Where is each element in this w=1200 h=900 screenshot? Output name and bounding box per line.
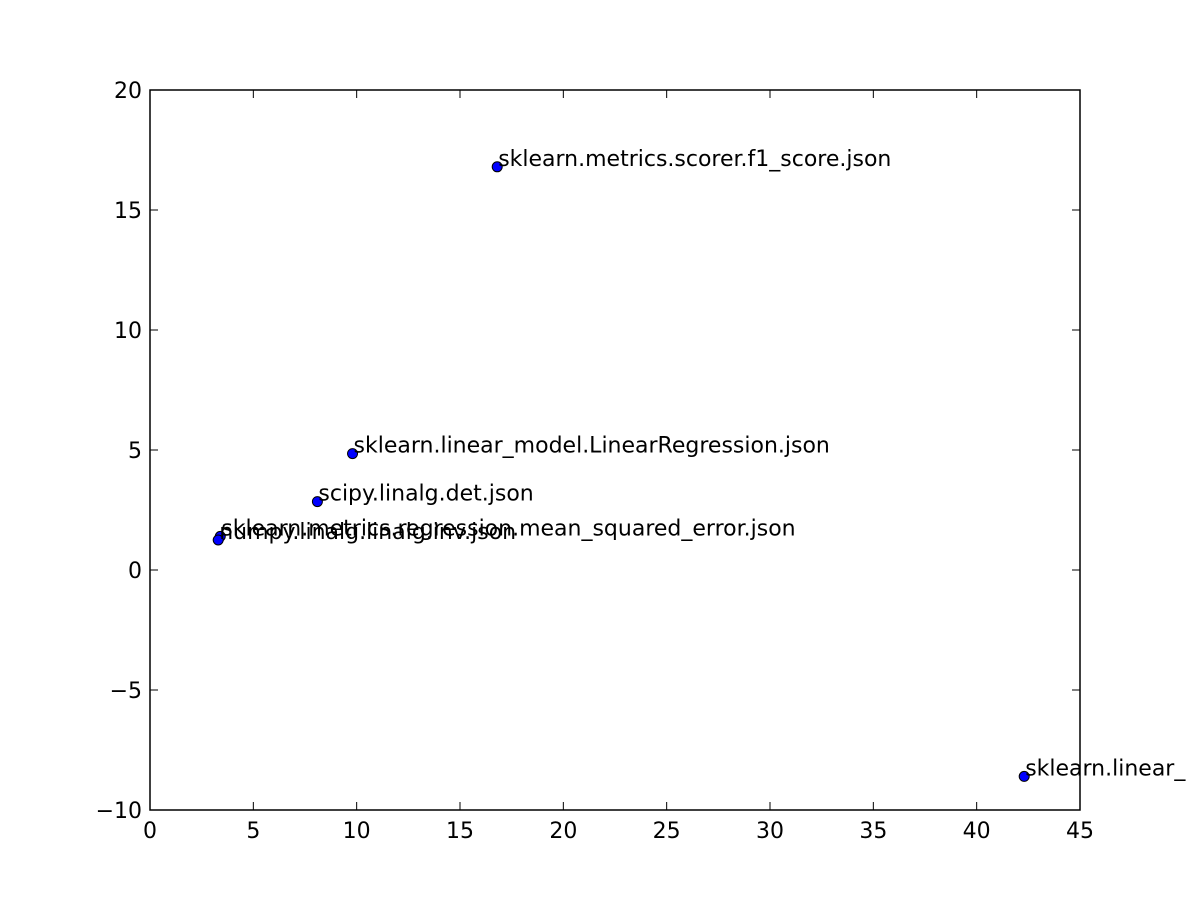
y-tick-label: −10 xyxy=(96,799,142,824)
plot-frame xyxy=(149,89,1081,811)
point-label: scipy.linalg.det.json xyxy=(318,482,533,507)
y-tick-label: 0 xyxy=(128,559,142,584)
data-point xyxy=(491,161,503,173)
point-label: sklearn.linear_model.LinearRegression.js… xyxy=(354,434,830,459)
x-tick-label: 20 xyxy=(549,819,577,844)
point-label: numpy.linalg.linalg.inv.json xyxy=(219,520,516,545)
point-label: sklearn.linear_ xyxy=(1025,756,1186,781)
x-tick-label: 45 xyxy=(1066,819,1094,844)
point-label: sklearn.metrics.scorer.f1_score.json xyxy=(498,147,891,172)
x-tick-label: 5 xyxy=(246,819,260,844)
points xyxy=(212,161,1030,782)
point-label: sklearn.metrics.regression.mean_squared_… xyxy=(221,516,795,541)
tick-labels: 0 5 10 15 20 25 30 35 40 45 −10 −5 0 5 10 15 20 xyxy=(96,79,1094,844)
ticks xyxy=(149,89,1081,811)
x-tick-label: 40 xyxy=(963,819,991,844)
y-tick-label: −5 xyxy=(110,679,142,704)
data-point xyxy=(311,496,323,508)
y-tick-label: 5 xyxy=(128,439,142,464)
data-point xyxy=(1018,770,1030,782)
x-tick-label: 15 xyxy=(446,819,474,844)
y-tick-label: 20 xyxy=(114,79,142,104)
x-tick-label: 0 xyxy=(143,819,157,844)
point-labels: sklearn.metrics.scorer.f1_score.jsonskle… xyxy=(219,147,1186,782)
x-tick-label: 10 xyxy=(343,819,371,844)
data-point xyxy=(347,448,359,460)
x-tick-label: 25 xyxy=(653,819,681,844)
y-tick-label: 10 xyxy=(114,319,142,344)
x-tick-label: 35 xyxy=(859,819,887,844)
data-point xyxy=(212,534,224,546)
y-tick-label: 15 xyxy=(114,199,142,224)
x-tick-label: 30 xyxy=(756,819,784,844)
